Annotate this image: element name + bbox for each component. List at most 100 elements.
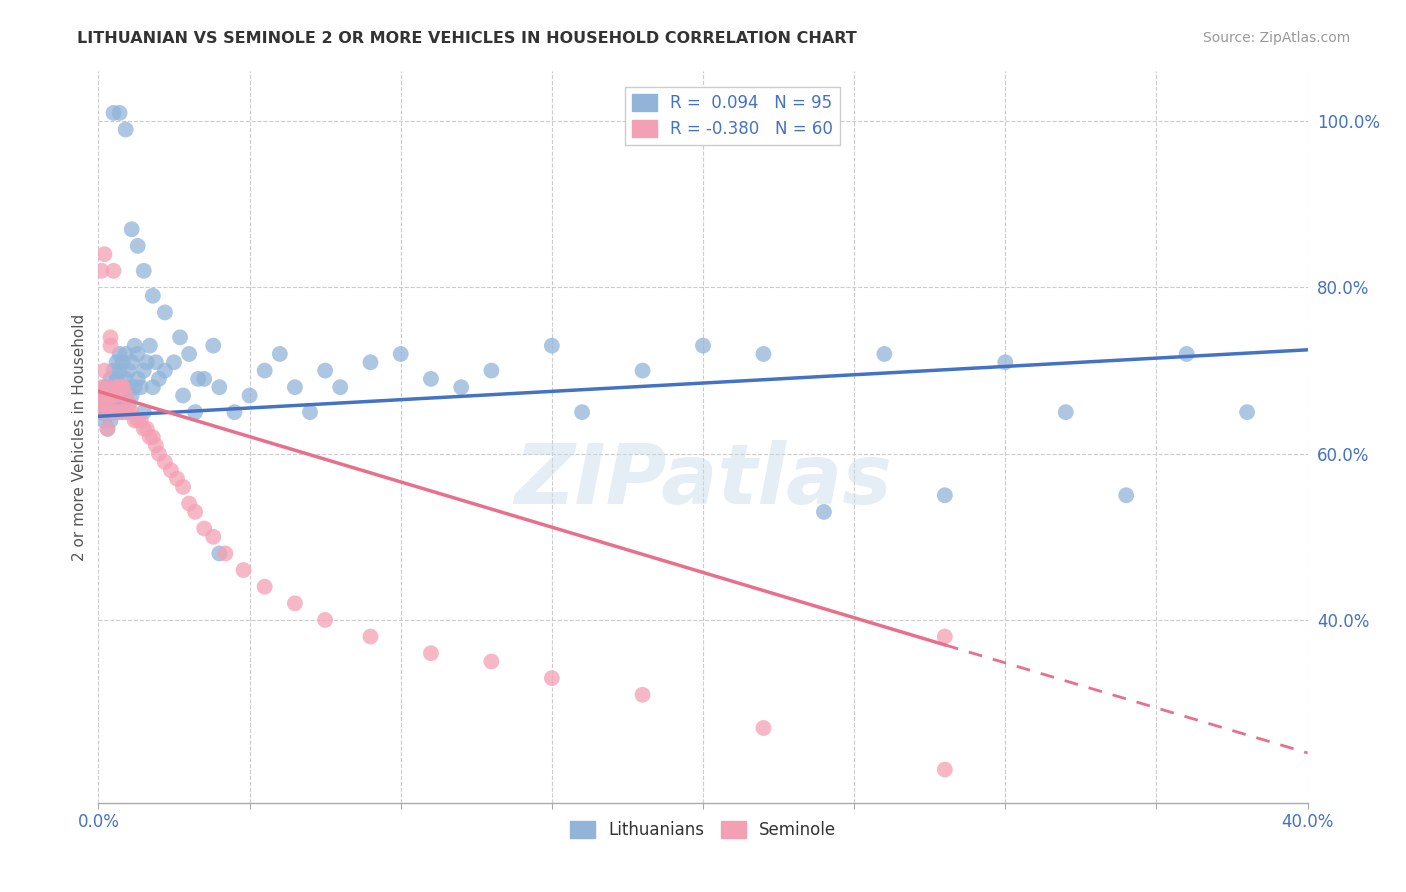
Point bbox=[142, 380, 165, 394]
Legend: Lithuanians, Seminole: Lithuanians, Seminole bbox=[564, 814, 842, 846]
Point bbox=[360, 630, 382, 644]
Point bbox=[108, 405, 131, 419]
Point bbox=[169, 330, 191, 344]
Point bbox=[103, 363, 125, 377]
Point bbox=[108, 106, 131, 120]
Point bbox=[132, 363, 155, 377]
Point bbox=[111, 380, 134, 394]
Point bbox=[90, 380, 112, 394]
Point bbox=[96, 422, 118, 436]
Point bbox=[148, 372, 170, 386]
Point bbox=[105, 380, 128, 394]
Point bbox=[934, 763, 956, 777]
Point bbox=[752, 347, 775, 361]
Point bbox=[105, 372, 128, 386]
Point bbox=[202, 338, 225, 352]
Point bbox=[145, 438, 167, 452]
Point bbox=[124, 338, 146, 352]
Point bbox=[153, 305, 176, 319]
Point bbox=[360, 355, 382, 369]
Point bbox=[284, 596, 307, 610]
Point bbox=[299, 405, 322, 419]
Point bbox=[100, 397, 122, 411]
Point bbox=[114, 122, 136, 136]
Point bbox=[135, 422, 157, 436]
Point bbox=[103, 405, 125, 419]
Point bbox=[96, 397, 118, 411]
Point bbox=[813, 505, 835, 519]
Point bbox=[118, 363, 141, 377]
Point bbox=[108, 380, 131, 394]
Point bbox=[540, 338, 562, 352]
Point bbox=[166, 472, 188, 486]
Point bbox=[103, 380, 125, 394]
Point bbox=[214, 546, 236, 560]
Point bbox=[184, 505, 207, 519]
Point bbox=[114, 388, 136, 402]
Point bbox=[105, 405, 128, 419]
Point bbox=[329, 380, 352, 394]
Point bbox=[105, 388, 128, 402]
Point bbox=[172, 480, 194, 494]
Point bbox=[100, 413, 122, 427]
Point bbox=[752, 721, 775, 735]
Point bbox=[111, 380, 134, 394]
Point bbox=[873, 347, 896, 361]
Point bbox=[124, 413, 146, 427]
Point bbox=[105, 388, 128, 402]
Point bbox=[208, 380, 231, 394]
Point bbox=[163, 355, 186, 369]
Point bbox=[179, 347, 201, 361]
Point bbox=[121, 355, 143, 369]
Point bbox=[148, 447, 170, 461]
Point bbox=[93, 388, 115, 402]
Point bbox=[179, 497, 201, 511]
Point bbox=[103, 388, 125, 402]
Point bbox=[111, 355, 134, 369]
Point bbox=[90, 388, 112, 402]
Point bbox=[481, 363, 503, 377]
Point bbox=[571, 405, 593, 419]
Point bbox=[108, 363, 131, 377]
Point bbox=[90, 405, 112, 419]
Point bbox=[129, 413, 152, 427]
Point bbox=[631, 688, 654, 702]
Point bbox=[540, 671, 562, 685]
Text: ZIPatlas: ZIPatlas bbox=[515, 441, 891, 522]
Point bbox=[208, 546, 231, 560]
Point bbox=[100, 330, 122, 344]
Point bbox=[93, 405, 115, 419]
Point bbox=[108, 388, 131, 402]
Text: LITHUANIAN VS SEMINOLE 2 OR MORE VEHICLES IN HOUSEHOLD CORRELATION CHART: LITHUANIAN VS SEMINOLE 2 OR MORE VEHICLE… bbox=[77, 31, 858, 46]
Point bbox=[103, 264, 125, 278]
Point bbox=[193, 372, 215, 386]
Point bbox=[284, 380, 307, 394]
Point bbox=[105, 397, 128, 411]
Point bbox=[96, 380, 118, 394]
Point bbox=[132, 264, 155, 278]
Y-axis label: 2 or more Vehicles in Household: 2 or more Vehicles in Household bbox=[72, 313, 87, 561]
Point bbox=[153, 455, 176, 469]
Point bbox=[187, 372, 209, 386]
Point bbox=[1115, 488, 1137, 502]
Point bbox=[934, 488, 956, 502]
Point bbox=[93, 247, 115, 261]
Point bbox=[121, 222, 143, 236]
Point bbox=[118, 397, 141, 411]
Point bbox=[100, 388, 122, 402]
Point bbox=[118, 380, 141, 394]
Point bbox=[692, 338, 714, 352]
Point bbox=[127, 239, 149, 253]
Point bbox=[111, 397, 134, 411]
Point bbox=[420, 646, 443, 660]
Point bbox=[481, 655, 503, 669]
Point bbox=[389, 347, 412, 361]
Point bbox=[103, 388, 125, 402]
Point bbox=[232, 563, 254, 577]
Point bbox=[145, 355, 167, 369]
Point bbox=[114, 372, 136, 386]
Point bbox=[100, 388, 122, 402]
Point bbox=[160, 463, 183, 477]
Point bbox=[108, 405, 131, 419]
Point bbox=[1175, 347, 1198, 361]
